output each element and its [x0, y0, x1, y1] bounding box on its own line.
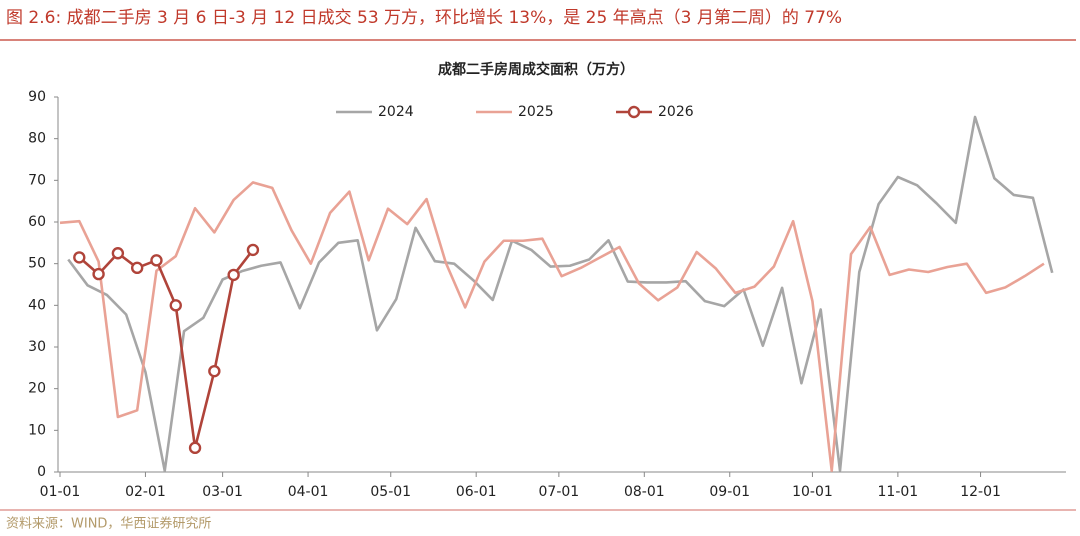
x-tick-label: 06-01 — [456, 484, 497, 500]
legend-marker — [627, 105, 641, 119]
y-tick-label: 30 — [28, 339, 46, 355]
point-marker — [92, 267, 105, 281]
y-tick-label: 90 — [28, 89, 46, 105]
x-tick-label: 11-01 — [878, 484, 919, 500]
series-line — [67, 115, 1054, 473]
y-tick-label: 50 — [28, 256, 46, 272]
point-marker — [150, 254, 163, 267]
y-tick-label: 20 — [28, 381, 46, 397]
x-tick-label: 04-01 — [288, 484, 329, 500]
point-marker — [208, 364, 221, 378]
legend-label: 2025 — [518, 104, 554, 120]
page-title: 图 2.6: 成都二手房 3 月 6 日-3 月 12 日成交 53 万方，环比… — [6, 8, 842, 28]
x-tick-label: 09-01 — [709, 484, 750, 500]
point-marker — [130, 261, 144, 275]
point-marker — [169, 299, 182, 312]
point-marker — [188, 441, 202, 455]
y-tick-label: 70 — [28, 172, 46, 188]
chart-title: 成都二手房周成交面积（万方） — [438, 61, 634, 78]
y-tick-label: 60 — [28, 214, 46, 230]
legend-label: 2024 — [378, 104, 414, 120]
point-marker — [227, 268, 240, 282]
series-line — [59, 181, 1045, 473]
x-tick-label: 02-01 — [125, 484, 166, 500]
x-tick-label: 05-01 — [370, 484, 411, 500]
legend-label: 2026 — [658, 104, 694, 120]
point-marker — [246, 243, 260, 257]
x-tick-label: 07-01 — [539, 484, 580, 500]
point-marker — [73, 251, 86, 264]
point-marker — [111, 247, 125, 260]
x-tick-label: 01-01 — [40, 484, 81, 500]
y-tick-label: 40 — [28, 297, 46, 313]
series-line — [78, 249, 254, 450]
y-tick-label: 0 — [37, 464, 46, 480]
x-tick-label: 08-01 — [624, 484, 665, 500]
x-tick-label: 03-01 — [202, 484, 243, 500]
source: 资料来源：WIND，华西证券研究所 — [6, 516, 211, 532]
y-tick-label: 80 — [28, 131, 46, 147]
y-tick-label: 10 — [28, 422, 46, 438]
x-tick-label: 10-01 — [792, 484, 833, 500]
x-tick-label: 12-01 — [960, 484, 1001, 500]
